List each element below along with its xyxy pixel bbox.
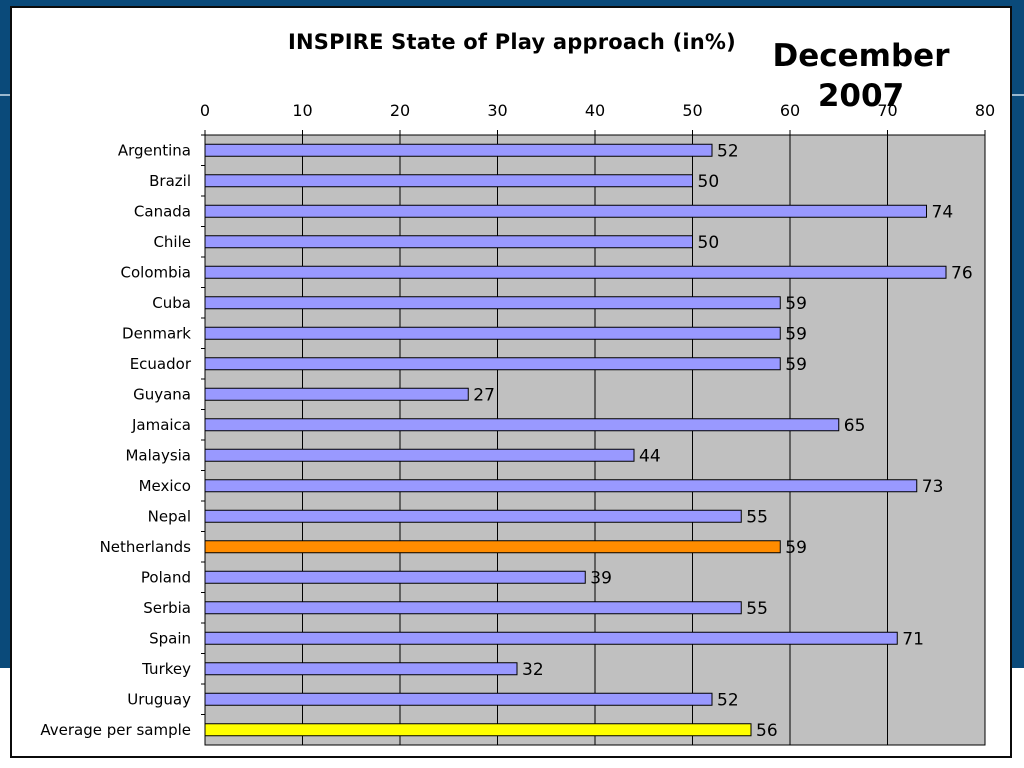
bar — [204, 570, 586, 584]
category-label: Brazil — [149, 172, 191, 190]
bar — [204, 479, 918, 493]
bar — [204, 357, 781, 371]
x-tick-label: 40 — [585, 101, 605, 120]
bar — [204, 326, 781, 340]
value-label: 59 — [785, 355, 807, 375]
bar — [204, 418, 840, 432]
bar — [204, 509, 742, 523]
bar — [204, 387, 469, 401]
chart-title: INSPIRE State of Play approach (in%) — [0, 30, 1024, 54]
category-label: Chile — [153, 233, 191, 251]
value-label: 50 — [698, 172, 720, 192]
bar — [204, 296, 781, 310]
value-label: 44 — [639, 446, 661, 466]
value-label: 39 — [590, 568, 612, 588]
value-label: 71 — [902, 629, 924, 649]
value-label: 56 — [756, 721, 778, 741]
category-label: Nepal — [148, 507, 191, 525]
value-label: 59 — [785, 324, 807, 344]
bar — [204, 631, 898, 645]
bar — [204, 448, 635, 462]
value-label: 74 — [932, 202, 954, 222]
value-label: 59 — [785, 294, 807, 314]
bar — [204, 601, 742, 615]
value-label: 59 — [785, 538, 807, 558]
value-label: 27 — [473, 385, 495, 405]
value-label: 76 — [951, 263, 973, 283]
x-tick-label: 60 — [780, 101, 800, 120]
category-label: Turkey — [141, 660, 191, 678]
category-label: Argentina — [118, 141, 191, 159]
x-tick-label: 30 — [487, 101, 507, 120]
x-tick-label: 10 — [292, 101, 312, 120]
category-label: Netherlands — [100, 538, 192, 556]
value-label: 52 — [717, 141, 739, 161]
x-tick-label: 20 — [390, 101, 410, 120]
bar — [204, 174, 693, 188]
bar — [204, 662, 518, 676]
bar — [204, 540, 781, 554]
chart-title-text: INSPIRE State of Play approach (in%) — [288, 30, 736, 54]
category-label: Serbia — [143, 599, 191, 617]
bar — [204, 723, 752, 737]
value-label: 32 — [522, 660, 544, 680]
bar — [204, 692, 713, 706]
category-label: Malaysia — [125, 446, 191, 464]
bar — [204, 235, 693, 249]
value-label: 55 — [746, 599, 768, 619]
category-label: Colombia — [121, 263, 192, 281]
category-label: Average per sample — [40, 721, 191, 739]
bar — [204, 204, 927, 218]
x-tick-label: 0 — [200, 101, 210, 120]
x-tick-label: 80 — [975, 101, 995, 120]
value-label: 50 — [698, 233, 720, 253]
category-label: Mexico — [139, 477, 191, 495]
category-label: Cuba — [152, 294, 191, 312]
category-label: Guyana — [133, 385, 191, 403]
value-label: 55 — [746, 507, 768, 527]
category-label: Spain — [149, 629, 191, 647]
value-label: 52 — [717, 690, 739, 710]
value-label: 65 — [844, 416, 866, 436]
value-label: 73 — [922, 477, 944, 497]
category-label: Jamaica — [131, 416, 191, 434]
x-tick-label: 70 — [877, 101, 897, 120]
category-label: Uruguay — [127, 690, 191, 708]
x-tick-label: 50 — [682, 101, 702, 120]
category-label: Ecuador — [130, 355, 192, 373]
category-label: Canada — [134, 202, 191, 220]
category-label: Poland — [141, 568, 191, 586]
bar — [204, 143, 713, 157]
bar — [204, 265, 947, 279]
chart-date-note: December 2007 — [772, 38, 950, 114]
category-label: Denmark — [122, 324, 191, 342]
